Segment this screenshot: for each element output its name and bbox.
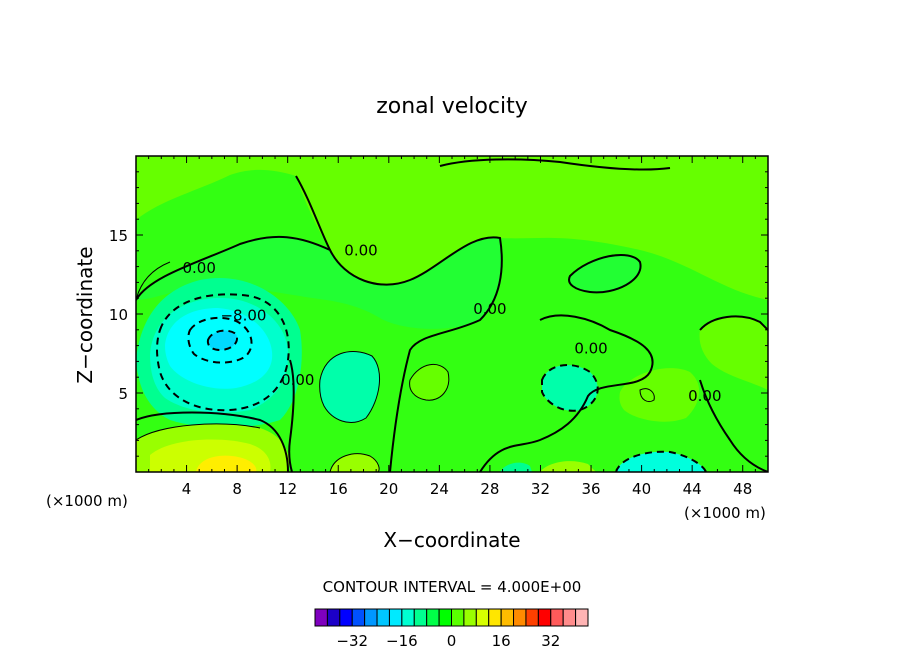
contour-line-solid <box>439 158 671 171</box>
x-axis-label: X−coordinate <box>383 528 520 552</box>
colorbar-swatch <box>438 608 453 627</box>
contour-label: 0.00 <box>281 371 314 389</box>
contour-region-bottom-left-positive <box>540 461 596 472</box>
x-tick-label: 16 <box>329 480 348 498</box>
colorbar-swatch <box>575 608 589 627</box>
contour-line-dashed <box>615 450 707 472</box>
y-tick-label: 10 <box>109 306 128 324</box>
contour-region-right-upper-positive <box>699 316 768 390</box>
colorbar-swatch <box>500 608 515 627</box>
x-unit-right: (×1000 m) <box>684 504 766 522</box>
colorbar-swatch <box>314 608 328 627</box>
contour-region-left-negative-outer <box>500 462 532 472</box>
contour-line-thin <box>136 423 261 441</box>
contour-labels: 0.00 0.00 −8.00 0.00 0.00 0.00 0.00 <box>182 242 721 405</box>
colorbar-swatch <box>388 608 403 627</box>
colorbar-swatch <box>475 608 490 627</box>
x-tick-label: 4 <box>182 480 192 498</box>
contour-lines <box>136 158 768 472</box>
colorbar-swatch <box>488 608 502 627</box>
contour-label: 0.00 <box>574 340 607 358</box>
x-tick-label: 40 <box>632 480 651 498</box>
colorbar-swatch <box>339 608 353 627</box>
x-tick-label: 24 <box>430 480 449 498</box>
contour-region-right-upper-positive <box>409 364 449 401</box>
colorbar-swatch <box>364 608 378 627</box>
x-tick-label: 20 <box>379 480 398 498</box>
x-unit-left: (×1000 m) <box>46 492 128 510</box>
colorbar-swatch <box>413 608 428 627</box>
y-tick-label: 15 <box>109 227 128 245</box>
x-tick-label: 28 <box>480 480 499 498</box>
colorbar-swatch <box>351 608 366 627</box>
contour-label: 0.00 <box>182 259 215 277</box>
colorbar-swatch <box>537 608 552 627</box>
x-tick-label: 48 <box>733 480 752 498</box>
x-tick-label: 8 <box>232 480 242 498</box>
colorbar-swatch <box>451 608 465 627</box>
contour-line-thin <box>319 351 380 423</box>
axis-ticks <box>136 156 768 472</box>
y-tick-labels: 5 10 15 <box>109 227 128 403</box>
colorbar-swatch <box>550 608 564 627</box>
colorbar-swatch <box>525 608 539 627</box>
contour-region-upper-mid-band <box>136 236 502 329</box>
contour-line-solid <box>568 254 642 294</box>
contour-line-thin <box>639 388 655 403</box>
colorbar-tick-label: 0 <box>447 632 457 650</box>
colorbar <box>314 608 589 627</box>
y-tick-label: 5 <box>118 385 128 403</box>
colorbar-tick-label: 32 <box>541 632 560 650</box>
colorbar-swatch <box>562 608 577 627</box>
x-tick-label: 12 <box>278 480 297 498</box>
contour-interval-text: CONTOUR INTERVAL = 4.000E+00 <box>323 578 582 596</box>
contour-line-solid <box>479 314 654 472</box>
colorbar-tick-labels: −32 −16 0 16 32 <box>336 632 560 650</box>
contour-line-thin <box>409 364 450 401</box>
contour-label: 0.00 <box>344 242 377 260</box>
contour-line-solid <box>288 359 295 472</box>
contour-line-dashed <box>187 316 253 364</box>
colorbar-swatch <box>463 608 477 627</box>
x-tick-label: 32 <box>531 480 550 498</box>
y-axis-label: Z−coordinate <box>73 246 97 383</box>
colorbar-tick-label: 16 <box>492 632 511 650</box>
contour-region-upper-band <box>136 156 768 300</box>
contour-region-mid-negative <box>542 365 598 411</box>
x-tick-label: 44 <box>683 480 702 498</box>
x-tick-label: 36 <box>581 480 600 498</box>
colorbar-swatch <box>401 608 415 627</box>
colorbar-tick-label: −16 <box>386 632 418 650</box>
contour-label: 0.00 <box>473 300 506 318</box>
contour-line-dashed <box>541 364 599 412</box>
contour-line-thin <box>136 261 171 301</box>
colorbar-swatch <box>513 608 527 627</box>
colorbar-swatch <box>326 608 341 627</box>
x-tick-labels: 4 8 12 16 20 24 28 32 36 40 44 48 <box>182 480 752 498</box>
contour-region-mid-negative <box>319 351 380 423</box>
plot-area <box>136 156 768 472</box>
contour-region-bottom-left-positive-peak <box>196 455 257 472</box>
contour-label: 0.00 <box>688 387 721 405</box>
contour-region-bottom-left-positive <box>330 453 380 472</box>
contour-line-solid <box>295 175 331 251</box>
contour-line-solid <box>699 315 768 331</box>
contour-line-solid <box>699 379 768 472</box>
contour-region-right-upper-positive <box>671 159 768 214</box>
contour-region-left-negative-peak <box>207 330 238 350</box>
colorbar-tick-label: −32 <box>336 632 368 650</box>
contour-line-thin <box>329 453 380 472</box>
contour-line-solid <box>136 411 289 472</box>
colorbar-swatch <box>426 608 440 627</box>
contour-line-solid <box>136 235 503 472</box>
chart-title: zonal velocity <box>376 94 528 119</box>
contour-line-dashed <box>206 329 238 352</box>
colorbar-swatch <box>376 608 390 627</box>
contour-label: −8.00 <box>220 306 266 324</box>
